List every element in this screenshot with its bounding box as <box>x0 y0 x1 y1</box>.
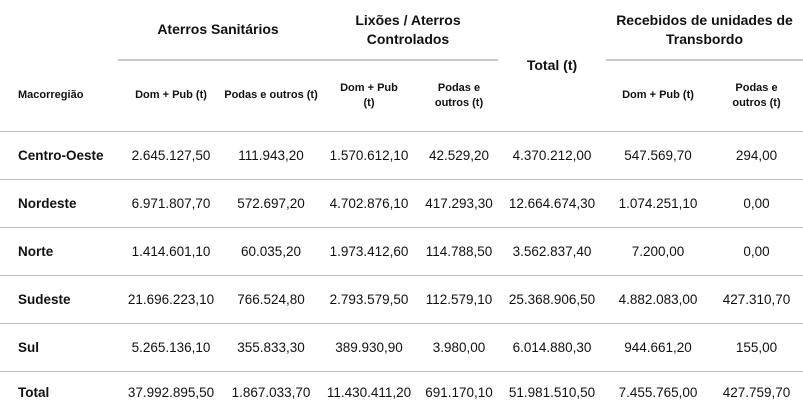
table-row: Centro-Oeste 2.645.127,50 111.943,20 1.5… <box>0 131 803 180</box>
total-column-header: Total (t) <box>498 0 606 132</box>
cell-aterro-dom-pub: 5.265.136,10 <box>118 323 224 372</box>
sub-header-dom-pub: Dom + Pub (t) <box>318 60 420 132</box>
cell-transbordo-dom-pub: 7.455.765,00 <box>618 384 698 400</box>
cell-transbordo-dom-pub: 7.200,00 <box>606 227 710 276</box>
total-row: Total 37.992.895,50 1.867.033,70 11.430.… <box>0 371 803 413</box>
cell-lixao-dom-pub: 1.973.412,60 <box>318 227 420 276</box>
sub-header-podas-outros: Podas e outros (t) <box>710 60 803 132</box>
cell-aterro-dom-pub: 1.414.601,10 <box>118 227 224 276</box>
region-name: Norte <box>0 227 118 276</box>
region-name: Nordeste <box>0 179 118 228</box>
sub-header-podas-outros: Podas e outros (t) <box>420 60 498 132</box>
cell-aterro-podas: 766.524,80 <box>224 275 318 324</box>
cell-aterro-dom-pub: 37.992.895,50 <box>127 384 215 400</box>
cell-aterro-podas: 60.035,20 <box>224 227 318 276</box>
cell-lixao-dom-pub: 1.570.612,10 <box>318 131 420 180</box>
table-body: Centro-Oeste 2.645.127,50 111.943,20 1.5… <box>0 131 803 413</box>
group-recebidos-transbordo: Recebidos de unidades de Transbordo <box>606 0 803 61</box>
cell-lixao-podas: 114.788,50 <box>420 227 498 276</box>
cell-aterro-podas: 1.867.033,70 <box>231 384 311 400</box>
region-name: Total <box>18 384 50 400</box>
table-row: Nordeste 6.971.807,70 572.697,20 4.702.8… <box>0 179 803 228</box>
cell-transbordo-podas: 0,00 <box>710 227 803 276</box>
cell-aterro-podas: 572.697,20 <box>224 179 318 228</box>
cell-transbordo-podas: 427.759,70 <box>722 384 791 400</box>
cell-transbordo-dom-pub: 4.882.083,00 <box>606 275 710 324</box>
table-header: Aterros Sanitários Lixões / Aterros Cont… <box>0 0 803 132</box>
cell-transbordo-podas: 427.310,70 <box>710 275 803 324</box>
cell-transbordo-podas: 294,00 <box>710 131 803 180</box>
cell-aterro-dom-pub: 6.971.807,70 <box>118 179 224 228</box>
group-lixoes-aterros-controlados: Lixões / Aterros Controlados <box>318 0 498 61</box>
cell-aterro-podas: 355.833,30 <box>224 323 318 372</box>
cell-lixao-podas: 417.293,30 <box>420 179 498 228</box>
cell-lixao-podas: 42.529,20 <box>420 131 498 180</box>
cell-lixao-dom-pub: 11.430.411,20 <box>326 384 412 400</box>
cell-transbordo-dom-pub: 1.074.251,10 <box>606 179 710 228</box>
cell-transbordo-podas: 0,00 <box>710 179 803 228</box>
cell-total: 25.368.906,50 <box>498 275 606 324</box>
cell-total: 51.981.510,50 <box>508 384 596 400</box>
region-name: Centro-Oeste <box>0 131 118 180</box>
cell-lixao-dom-pub: 2.793.579,50 <box>318 275 420 324</box>
region-name: Sul <box>0 323 118 372</box>
table-row: Sudeste 21.696.223,10 766.524,80 2.793.5… <box>0 275 803 324</box>
cell-total: 4.370.212,00 <box>498 131 606 180</box>
cell-transbordo-dom-pub: 547.569,70 <box>606 131 710 180</box>
cell-aterro-podas: 111.943,20 <box>224 131 318 180</box>
cell-total: 3.562.837,40 <box>498 227 606 276</box>
table-row: Sul 5.265.136,10 355.833,30 389.930,90 3… <box>0 323 803 372</box>
header-corner <box>0 0 118 60</box>
table-row: Norte 1.414.601,10 60.035,20 1.973.412,6… <box>0 227 803 276</box>
cell-total: 12.664.674,30 <box>498 179 606 228</box>
macroregion-header: Macorregião <box>0 60 118 132</box>
group-aterros-sanitarios: Aterros Sanitários <box>118 0 318 61</box>
cell-aterro-dom-pub: 21.696.223,10 <box>118 275 224 324</box>
cell-lixao-podas: 691.170,10 <box>425 384 493 400</box>
cell-lixao-podas: 3.980,00 <box>420 323 498 372</box>
region-name: Sudeste <box>0 275 118 324</box>
cell-transbordo-podas: 155,00 <box>710 323 803 372</box>
cell-lixao-dom-pub: 4.702.876,10 <box>318 179 420 228</box>
sub-header-dom-pub: Dom + Pub (t) <box>606 60 710 132</box>
cell-lixao-dom-pub: 389.930,90 <box>318 323 420 372</box>
cell-lixao-podas: 112.579,10 <box>420 275 498 324</box>
cell-aterro-dom-pub: 2.645.127,50 <box>118 131 224 180</box>
cell-transbordo-dom-pub: 944.661,20 <box>606 323 710 372</box>
sub-header-dom-pub: Dom + Pub (t) <box>118 60 224 132</box>
cell-total: 6.014.880,30 <box>498 323 606 372</box>
sub-header-podas-outros: Podas e outros (t) <box>224 60 318 132</box>
